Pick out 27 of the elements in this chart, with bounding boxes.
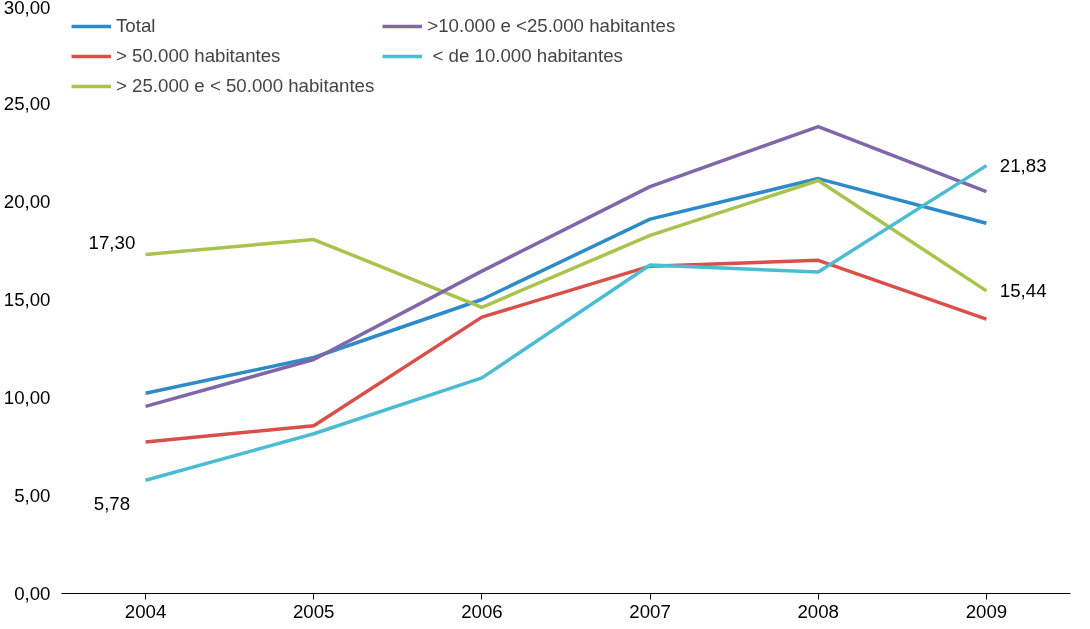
y-tick-label: 25,00 (3, 93, 51, 114)
data-label: 5,78 (93, 493, 131, 515)
legend-label: >10.000 e <25.000 habitantes (427, 15, 677, 37)
x-tick-label: 2007 (629, 600, 671, 622)
legend-label: < de 10.000 habitantes (431, 45, 624, 67)
line-series (143, 163, 989, 482)
line-series (143, 178, 989, 310)
y-tick-label: 30,00 (3, 0, 51, 18)
line-series (143, 124, 989, 409)
line-series (143, 176, 989, 395)
x-tick-label: 2004 (124, 600, 167, 622)
y-tick-label: 20,00 (3, 191, 51, 212)
legend-label: Total (116, 15, 157, 37)
x-tick-label: 2009 (965, 600, 1008, 622)
y-tick-label: 5,00 (14, 485, 51, 506)
x-tick-label: 2008 (797, 600, 840, 622)
data-label: 17,30 (88, 232, 136, 254)
data-label: 15,44 (999, 280, 1047, 302)
y-tick-label: 10,00 (3, 387, 51, 408)
y-tick-label: 15,00 (3, 289, 51, 310)
legend-label: > 25.000 e < 50.000 habitantes (116, 75, 375, 97)
data-label: 21,83 (999, 155, 1047, 177)
x-tick-label: 2005 (293, 600, 335, 622)
line-series (143, 258, 989, 444)
legend-label: > 50.000 habitantes (116, 45, 282, 67)
x-tick-label: 2006 (461, 600, 503, 622)
y-tick-label: 0,00 (14, 583, 51, 604)
